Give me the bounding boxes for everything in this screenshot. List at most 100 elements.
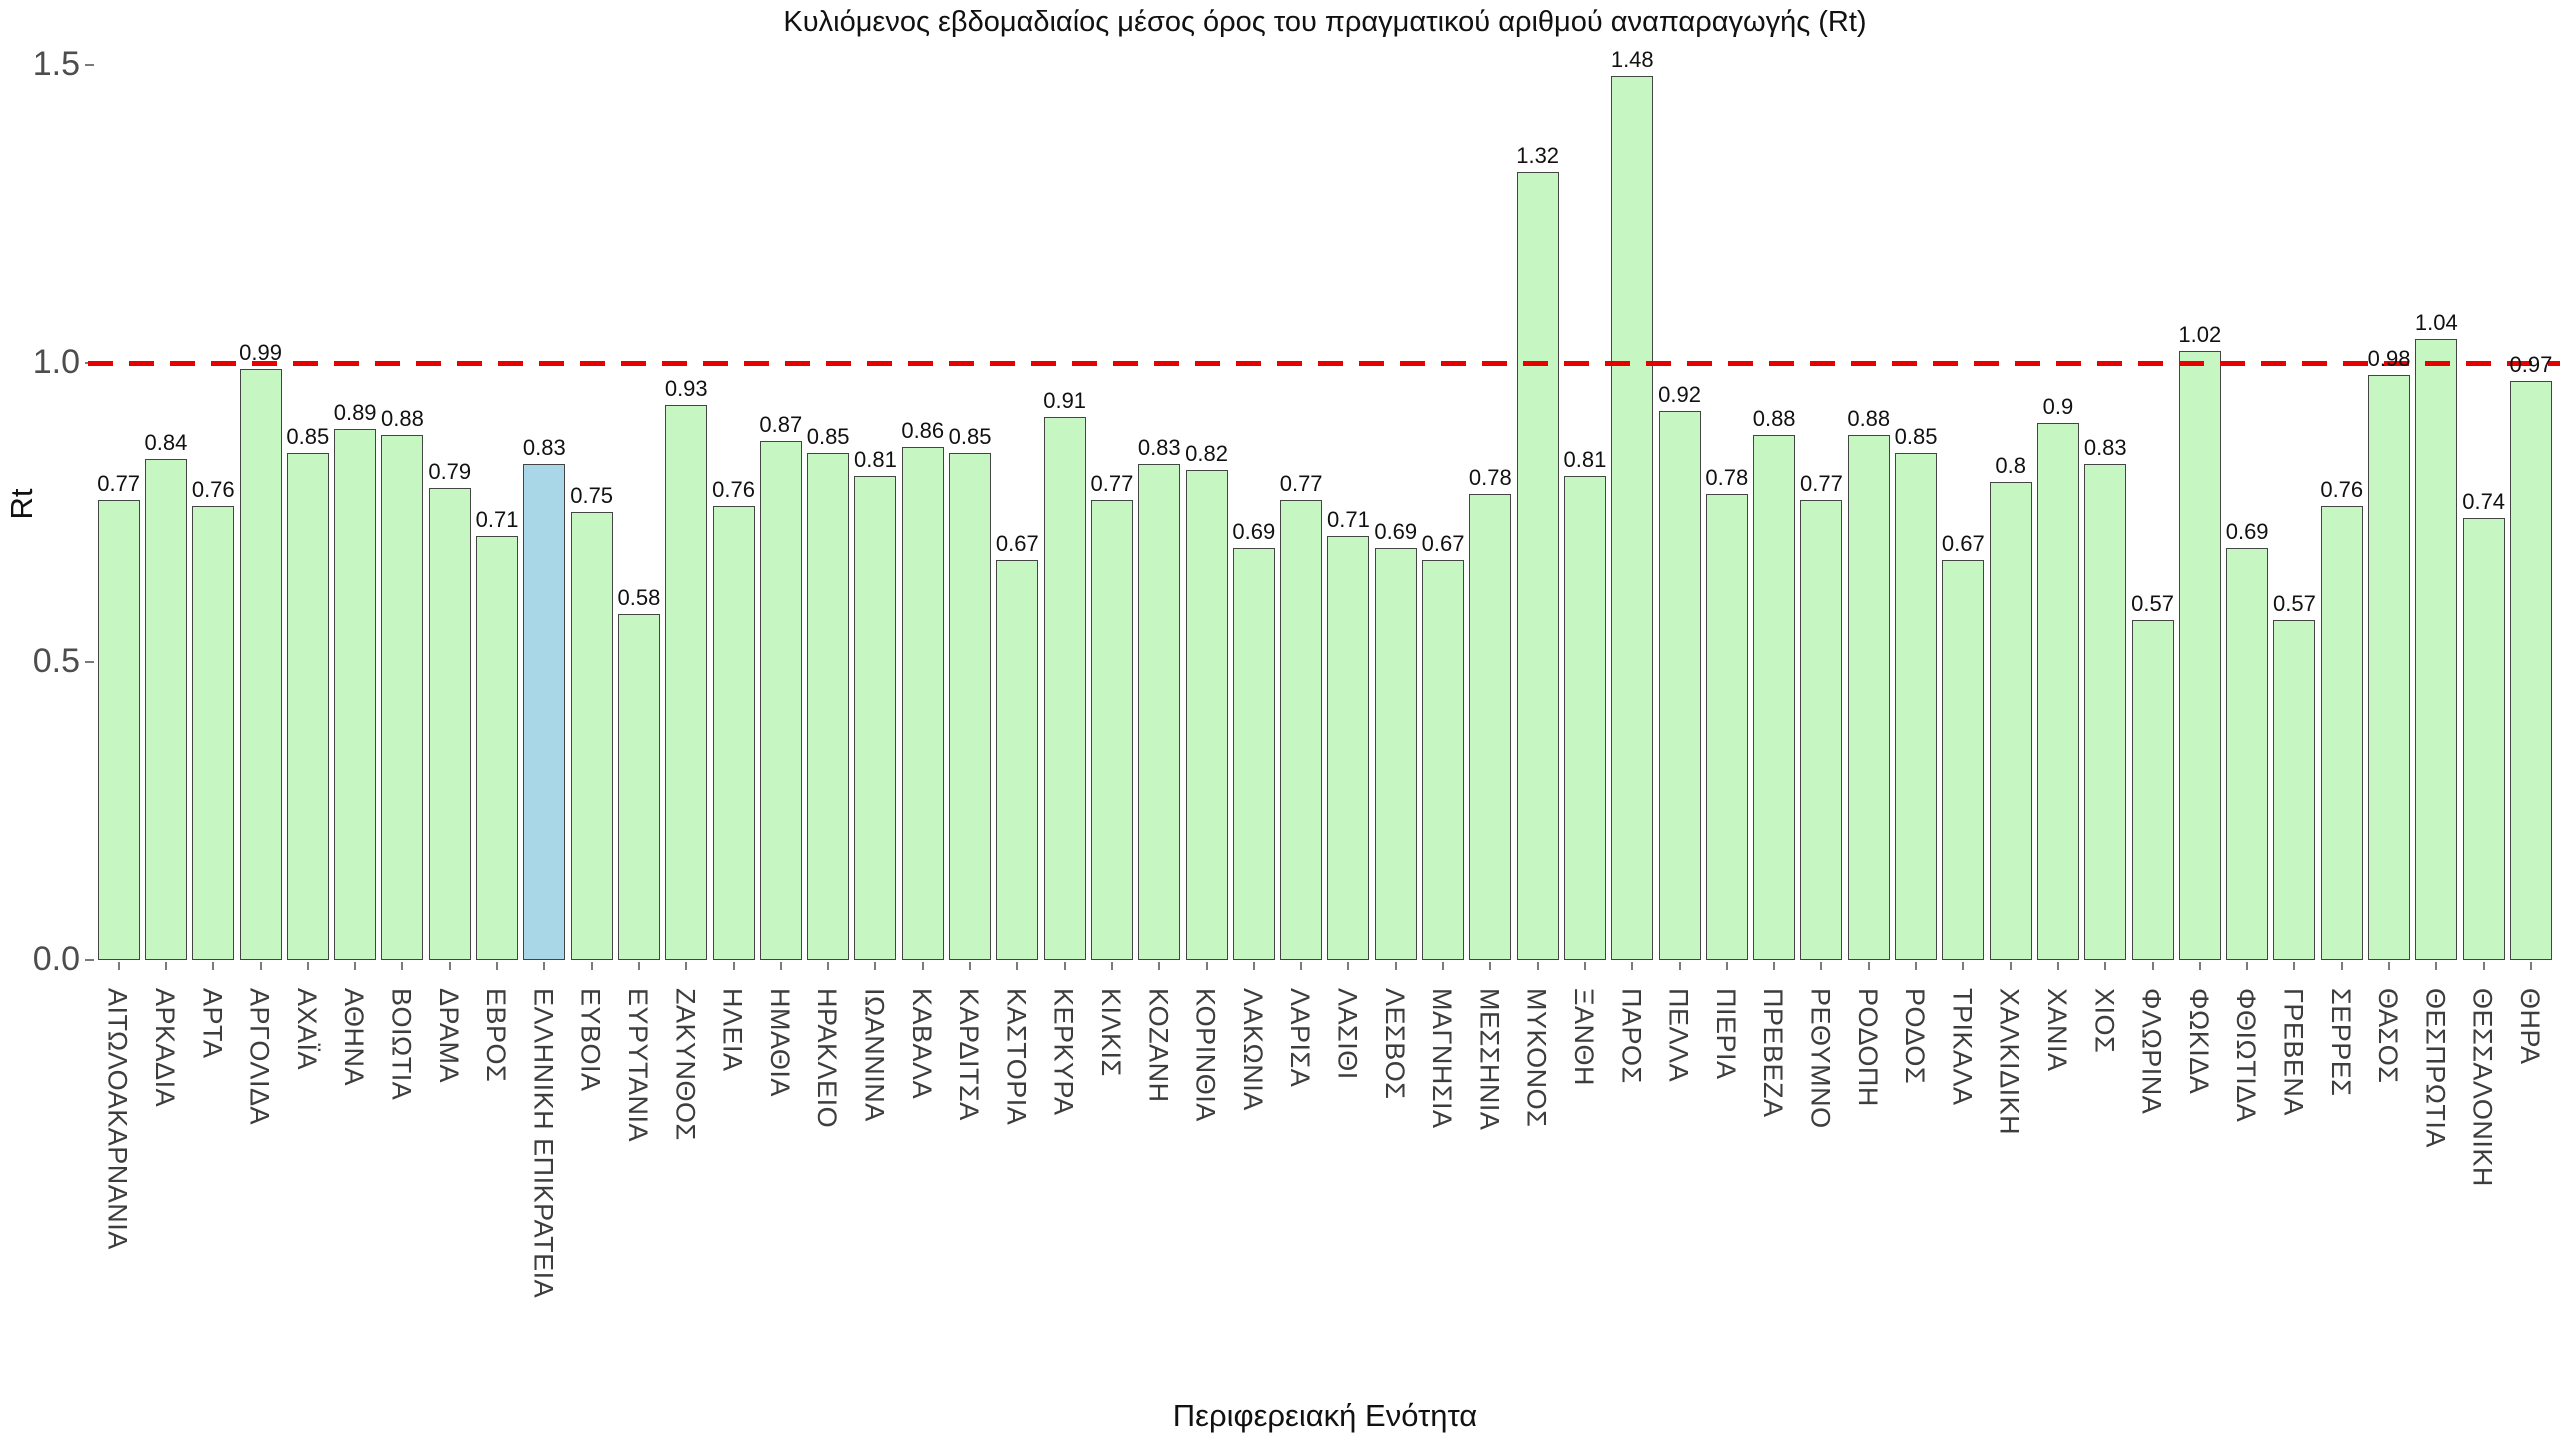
x-tick-label: ΚΑΡΔΙΤΣΑ: [954, 988, 985, 1121]
x-tick-label: ΧΑΝΙΑ: [2041, 988, 2072, 1072]
x-tick-mark: [1442, 962, 1445, 970]
bar-ΗΡΑΚΛΕΙΟ: [807, 453, 850, 960]
x-tick-mark: [1489, 962, 1492, 970]
x-tick-label: ΙΩΑΝΝΙΝΑ: [859, 988, 890, 1122]
x-tick-mark: [1678, 962, 1681, 970]
x-tick-mark: [212, 962, 215, 970]
bar-value-label: 1.04: [2414, 310, 2458, 335]
x-tick-mark: [448, 962, 451, 970]
bar-ΕΛΛΗΝΙΚΗ ΕΠΙΚΡΑΤΕΙΑ: [523, 464, 566, 960]
x-tick-label: ΡΕΘΥΜΝΟ: [1805, 988, 1836, 1129]
x-tick-label: ΛΕΣΒΟΣ: [1379, 988, 1410, 1100]
x-tick-label: ΠΡΕΒΕΖΑ: [1758, 988, 1789, 1118]
x-axis-label: Περιφερειακή Ενότητα: [1172, 1398, 1478, 1433]
bar-value-label: 1.48: [1610, 47, 1654, 72]
bar-ΞΑΝΘΗ: [1563, 476, 1606, 960]
bar-ΑΡΚΑΔΙΑ: [144, 459, 187, 960]
y-axis-label: Rt: [4, 488, 39, 520]
x-tick-label: ΚΙΛΚΙΣ: [1095, 988, 1126, 1077]
bar-ΛΕΣΒΟΣ: [1374, 548, 1417, 960]
x-tick-mark: [1773, 962, 1776, 970]
x-tick-label: ΠΕΛΛΑ: [1663, 988, 1694, 1083]
y-tick-label: 1.0: [32, 343, 80, 381]
x-tick-mark: [2388, 962, 2391, 970]
bar-value-label: 0.69: [2225, 519, 2269, 544]
bar-ΘΕΣΣΑΛΟΝΙΚΗ: [2462, 518, 2505, 960]
bar-value-label: 0.76: [191, 477, 235, 502]
x-tick-label: ΦΘΙΩΤΙΔΑ: [2231, 988, 2262, 1123]
bar-ΧΙΟΣ: [2084, 464, 2127, 960]
x-tick-label: ΕΒΡΟΣ: [481, 988, 512, 1083]
bar-value-label: 0.82: [1185, 441, 1228, 466]
bar-ΡΕΘΥΜΝΟ: [1800, 500, 1843, 960]
bar-value-label: 0.57: [2131, 591, 2174, 616]
bar-value-label: 0.98: [2367, 346, 2411, 371]
bar-ΚΕΡΚΥΡΑ: [1043, 417, 1086, 960]
bar-ΛΑΚΩΝΙΑ: [1232, 548, 1275, 960]
x-tick-mark: [259, 962, 262, 970]
x-tick-mark: [117, 962, 120, 970]
x-tick-label: ΘΑΣΟΣ: [2373, 988, 2404, 1084]
x-tick-label: ΧΑΛΚΙΔΙΚΗ: [1994, 988, 2025, 1136]
bar-ΜΥΚΟΝΟΣ: [1516, 172, 1559, 960]
x-tick-mark: [590, 962, 593, 970]
bar-ΠΡΕΒΕΖΑ: [1753, 435, 1796, 960]
x-tick-mark: [1394, 962, 1397, 970]
bar-ΘΕΣΠΡΩΤΙΑ: [2415, 339, 2458, 960]
x-tick-mark: [1962, 962, 1965, 970]
x-tick-label: ΞΑΝΘΗ: [1568, 988, 1599, 1087]
bar-ΧΑΝΙΑ: [2036, 423, 2079, 960]
bar-ΑΡΤΑ: [192, 506, 235, 960]
bar-ΠΕΛΛΑ: [1658, 411, 1701, 960]
x-tick-label: ΡΟΔΟΣ: [1900, 988, 1931, 1085]
x-tick-mark: [306, 962, 309, 970]
x-tick-label: ΘΕΣΠΡΩΤΙΑ: [2420, 988, 2451, 1148]
bar-value-label: 0.85: [948, 424, 992, 449]
x-tick-mark: [2151, 962, 2154, 970]
bar-ΚΟΡΙΝΘΙΑ: [1185, 470, 1228, 960]
bar-ΘΑΣΟΣ: [2368, 375, 2411, 960]
bar-value-label: 1.02: [2178, 322, 2222, 347]
bar-ΗΛΕΙΑ: [712, 506, 755, 960]
bar-ΕΒΡΟΣ: [476, 536, 519, 960]
x-tick-mark: [2056, 962, 2059, 970]
x-tick-mark: [1915, 962, 1918, 970]
reference-line-rt-1: [88, 361, 2560, 366]
bar-value-label: 0.77: [97, 471, 141, 496]
bar-ΤΡΙΚΑΛΑ: [1942, 560, 1985, 960]
x-tick-mark: [1583, 962, 1586, 970]
bar-ΜΑΓΝΗΣΙΑ: [1422, 560, 1465, 960]
x-tick-mark: [874, 962, 877, 970]
bar-value-label: 0.69: [1374, 519, 1418, 544]
x-tick-label: ΒΟΙΩΤΙΑ: [386, 988, 417, 1101]
x-tick-label: ΑΘΗΝΑ: [339, 988, 370, 1086]
bar-value-label: 0.92: [1658, 382, 1701, 407]
bar-value-label: 0.91: [1043, 388, 1087, 413]
bar-value-label: 0.88: [381, 406, 424, 431]
x-tick-mark: [827, 962, 830, 970]
x-tick-label: ΚΕΡΚΥΡΑ: [1048, 988, 1079, 1116]
x-tick-label: ΘΗΡΑ: [2514, 988, 2545, 1065]
x-tick-mark: [2246, 962, 2249, 970]
x-tick-label: ΤΡΙΚΑΛΑ: [1947, 988, 1978, 1106]
x-tick-label: ΚΟΖΑΝΗ: [1143, 988, 1174, 1103]
bar-value-label: 0.9: [2042, 394, 2074, 419]
bar-ΑΙΤΩΛΟΑΚΑΡΝΑΝΙΑ: [97, 500, 140, 960]
bar-value-label: 0.88: [1752, 406, 1796, 431]
bar-ΑΘΗΝΑ: [334, 429, 377, 960]
x-tick-mark: [496, 962, 499, 970]
chart-title: Κυλιόμενος εβδομαδιαίος μέσος όρος του π…: [783, 6, 1867, 38]
bar-ΚΑΡΔΙΤΣΑ: [949, 453, 992, 960]
x-tick-label: ΚΟΡΙΝΘΙΑ: [1190, 988, 1221, 1122]
x-tick-mark: [1300, 962, 1303, 970]
bar-ΕΥΒΟΙΑ: [570, 512, 613, 960]
x-tick-label: ΕΥΒΟΙΑ: [575, 988, 606, 1092]
bar-value-label: 0.99: [239, 340, 282, 365]
bar-value-label: 0.83: [522, 435, 566, 460]
bar-value-label: 0.74: [2462, 489, 2506, 514]
x-tick-mark: [1820, 962, 1823, 970]
bar-ΒΟΙΩΤΙΑ: [381, 435, 424, 960]
bar-ΚΙΛΚΙΣ: [1090, 500, 1133, 960]
bar-value-label: 0.79: [428, 459, 472, 484]
bar-value-label: 0.77: [1090, 471, 1134, 496]
